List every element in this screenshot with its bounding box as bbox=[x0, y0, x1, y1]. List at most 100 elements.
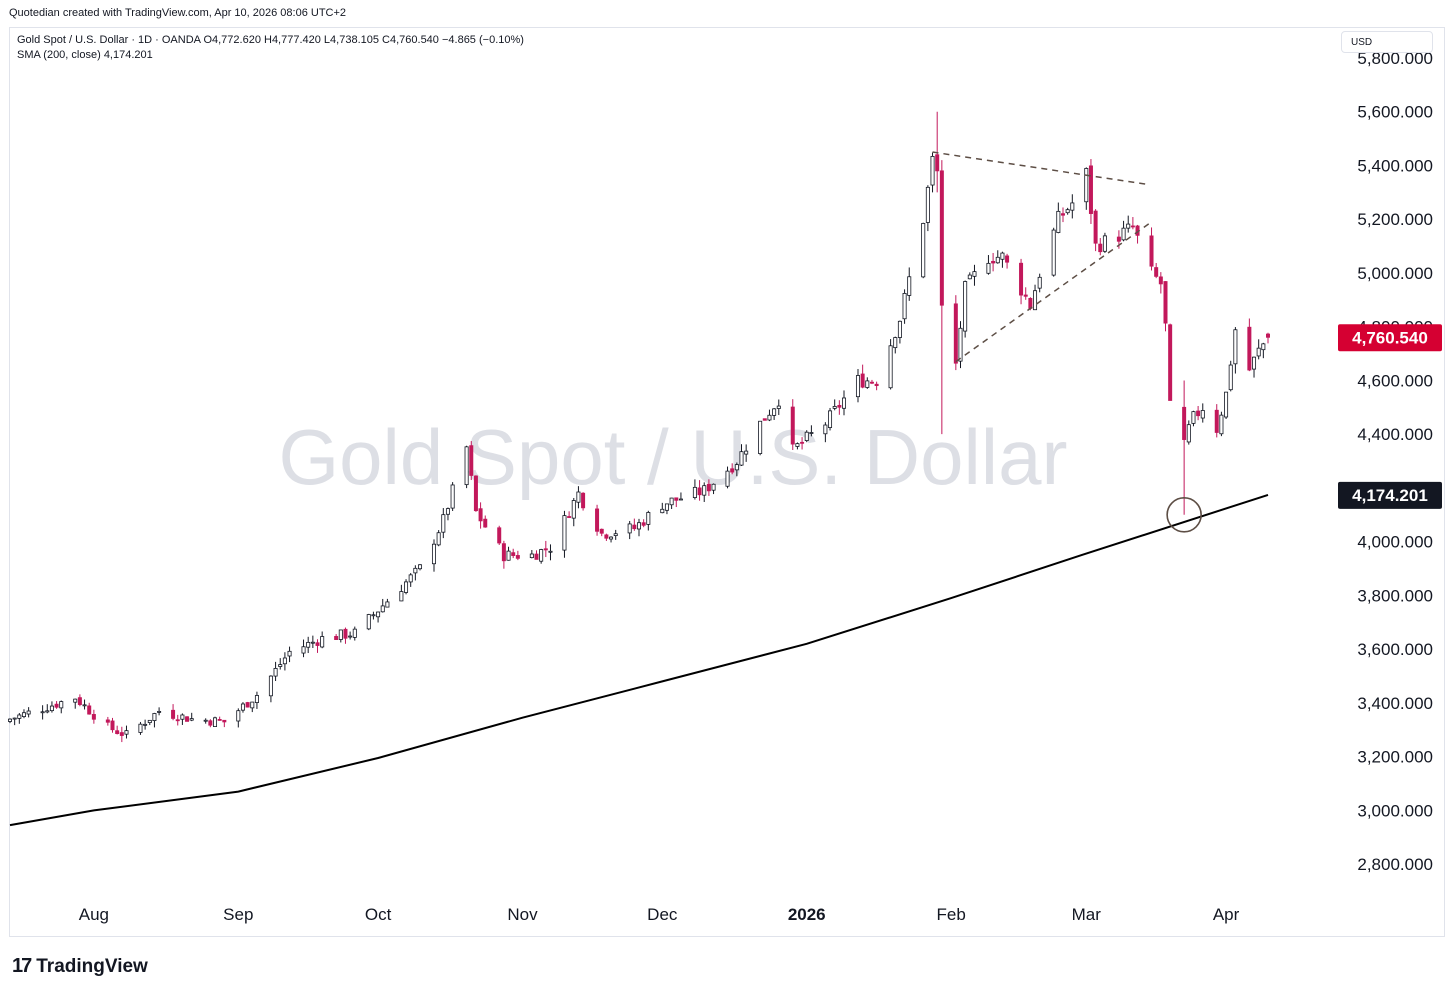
candle-body-up bbox=[930, 156, 935, 186]
circle-annotation[interactable] bbox=[1166, 496, 1202, 533]
candle bbox=[310, 635, 315, 648]
candle-body-up bbox=[189, 718, 194, 721]
candle-body-down bbox=[1088, 165, 1093, 214]
candle bbox=[171, 704, 176, 721]
candle bbox=[1247, 318, 1252, 372]
candle bbox=[1196, 406, 1201, 421]
candle bbox=[436, 530, 441, 547]
y-tick-label: 3,800.000 bbox=[1357, 586, 1433, 605]
candle bbox=[506, 546, 511, 561]
candle-body-up bbox=[180, 714, 185, 720]
candle bbox=[669, 497, 674, 510]
candle-body-up bbox=[1233, 329, 1238, 365]
time-axis[interactable]: Aug Sep Oct Nov Dec 2026 Feb Mar Apr bbox=[79, 905, 1240, 924]
candle bbox=[157, 707, 162, 716]
candle-body-down bbox=[1196, 410, 1201, 417]
candle bbox=[366, 613, 371, 631]
y-tick-label: 3,400.000 bbox=[1357, 694, 1433, 713]
last-price-badge: 4,760.540 bbox=[1338, 324, 1442, 352]
candle-body-down bbox=[222, 719, 227, 723]
candle bbox=[254, 691, 259, 709]
candle bbox=[49, 701, 54, 713]
candle bbox=[21, 709, 26, 719]
trendline-annotation[interactable] bbox=[932, 151, 1147, 186]
x-tick-label: Nov bbox=[507, 905, 538, 924]
y-tick-label: 5,600.000 bbox=[1357, 103, 1433, 122]
candle-body-up bbox=[562, 515, 567, 551]
candle bbox=[539, 548, 544, 564]
candle bbox=[348, 631, 353, 640]
candle bbox=[832, 399, 837, 411]
candle bbox=[893, 336, 898, 354]
candle-body-up bbox=[893, 337, 898, 349]
currency-selector[interactable]: USD bbox=[1341, 31, 1433, 53]
candle bbox=[571, 497, 576, 527]
candle-body-down bbox=[697, 487, 702, 496]
candle-body-up bbox=[380, 605, 385, 613]
candle-body-up bbox=[921, 223, 926, 278]
candle bbox=[334, 634, 339, 640]
candle-body-down bbox=[515, 555, 520, 559]
candle-body-up bbox=[767, 414, 772, 421]
candle-body-down bbox=[501, 543, 506, 562]
candle-body-up bbox=[124, 730, 129, 735]
candle-body-down bbox=[953, 303, 958, 364]
candle bbox=[627, 520, 632, 540]
tradingview-logo[interactable]: 17 TradingView bbox=[12, 955, 148, 978]
candle-body-down bbox=[1266, 333, 1271, 338]
sma-layer bbox=[9, 493, 1269, 827]
candle-body-up bbox=[152, 713, 157, 721]
candles-layer bbox=[7, 111, 1271, 743]
candle-body-up bbox=[348, 635, 353, 638]
symbol-legend[interactable]: Gold Spot / U.S. Dollar · 1D · OANDA O4,… bbox=[17, 34, 524, 46]
candle-body-up bbox=[865, 380, 870, 388]
candle bbox=[189, 712, 194, 722]
sma-legend[interactable]: SMA (200, close) 4,174.201 bbox=[17, 49, 153, 61]
candle-body-down bbox=[105, 719, 110, 723]
candle bbox=[1005, 253, 1010, 269]
candle bbox=[1056, 202, 1061, 234]
y-tick-label: 4,000.000 bbox=[1357, 533, 1433, 552]
candle bbox=[1168, 323, 1173, 401]
candle bbox=[1023, 287, 1028, 300]
x-tick-label: Oct bbox=[365, 905, 392, 924]
candle-body-down bbox=[77, 697, 82, 705]
candle bbox=[953, 295, 958, 371]
candle bbox=[250, 701, 255, 713]
candle bbox=[865, 377, 870, 389]
y-tick-label: 3,600.000 bbox=[1357, 640, 1433, 659]
candle bbox=[1154, 263, 1159, 279]
candle-body-up bbox=[823, 424, 828, 435]
candle bbox=[637, 518, 642, 537]
candle-body-up bbox=[418, 564, 423, 570]
candle bbox=[245, 701, 250, 708]
candle-body-up bbox=[925, 186, 930, 223]
candle bbox=[1214, 404, 1219, 438]
candle bbox=[1126, 215, 1131, 233]
tradingview-logo-mark: 17 bbox=[12, 955, 32, 977]
candle-body-up bbox=[539, 549, 544, 562]
candle bbox=[483, 515, 488, 528]
candle-body-down bbox=[1163, 281, 1168, 324]
candle-body-down bbox=[478, 508, 483, 522]
candle bbox=[217, 716, 222, 721]
candle bbox=[674, 497, 679, 508]
candle-body-up bbox=[576, 491, 581, 503]
candle-body-down bbox=[567, 516, 572, 518]
candle bbox=[562, 510, 567, 558]
price-axis[interactable]: 2,800.000 3,000.000 3,200.000 3,400.000 3,60… bbox=[1357, 49, 1433, 874]
candle-body-up bbox=[995, 256, 1000, 264]
candle bbox=[441, 508, 446, 539]
candle-body-up bbox=[21, 712, 26, 717]
candle-body-up bbox=[366, 614, 371, 630]
trendline-annotation[interactable] bbox=[955, 221, 1152, 363]
candle-body-up bbox=[338, 629, 343, 640]
candle-body-down bbox=[245, 702, 250, 708]
candle-body-up bbox=[376, 611, 381, 618]
candle-body-down bbox=[874, 383, 879, 387]
annotations-layer bbox=[932, 151, 1202, 533]
price-badges: 4,760.540 4,174.201 bbox=[1338, 324, 1442, 509]
candle bbox=[12, 717, 17, 726]
candle bbox=[837, 400, 842, 415]
